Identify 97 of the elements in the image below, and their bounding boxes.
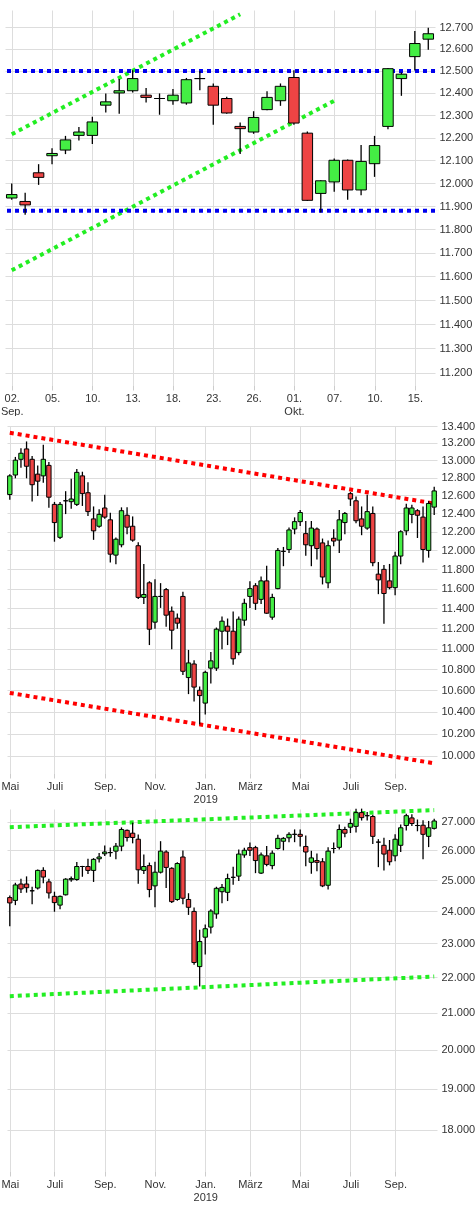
y-tick-label: 11.700 — [439, 246, 473, 259]
y-tick-label: 10.400 — [441, 705, 475, 718]
candlestick — [32, 164, 45, 185]
candlestick — [96, 853, 102, 863]
candlestick — [153, 93, 166, 115]
y-tick-label: 10.000 — [441, 749, 475, 762]
x-tick-label: 26. — [246, 391, 262, 404]
y-tick-label: 20.000 — [441, 1043, 475, 1056]
candlestick — [180, 77, 193, 105]
x-tick-label: März — [238, 1177, 263, 1190]
candlestick — [422, 27, 435, 50]
y-tick-label: 12.500 — [439, 64, 474, 77]
y-tick-label: 22.000 — [441, 970, 475, 983]
candlestick — [370, 814, 376, 844]
x-tick-label: 05. — [44, 391, 61, 404]
y-tick-label: 18.000 — [441, 1123, 475, 1136]
y-tick-label: 11.200 — [439, 366, 473, 379]
candlestick — [202, 924, 208, 955]
x-tick-label: Jan. 2019 — [193, 779, 218, 805]
y-tick-label: 10.200 — [441, 727, 475, 740]
y-tick-label: 12.100 — [439, 153, 474, 166]
y-tick-label: 11.400 — [439, 317, 473, 330]
y-tick-label: 11.400 — [441, 601, 475, 614]
y-tick-label: 10.800 — [441, 662, 475, 675]
x-tick-label: 02. Sep. — [0, 391, 24, 417]
candlestick — [19, 192, 31, 215]
candlestick — [113, 79, 125, 114]
y-tick-label: 11.800 — [441, 562, 475, 575]
x-tick-label: Juli — [46, 779, 64, 792]
y-tick-label: 12.000 — [441, 543, 475, 556]
y-tick-label: 12.700 — [439, 20, 474, 33]
x-tick-label: Sep. — [93, 1177, 117, 1190]
candlestick — [234, 122, 246, 155]
y-tick-label: 13.200 — [441, 436, 475, 449]
y-tick-label: 11.300 — [439, 341, 473, 354]
x-tick-label: Juli — [342, 1177, 360, 1190]
x-tick-label: Juli — [46, 1177, 64, 1190]
x-tick-label: 23. — [206, 391, 222, 404]
x-tick-label: 18. — [165, 391, 182, 404]
x-tick-label: Nov. — [144, 779, 167, 792]
x-tick-label: 10. — [367, 391, 383, 404]
y-tick-label: 25.000 — [441, 873, 475, 886]
x-tick-label: Mai — [1, 1177, 20, 1190]
x-tick-label: Mai — [291, 779, 310, 792]
x-tick-label: Nov. — [144, 1177, 167, 1190]
candlestick — [140, 87, 152, 103]
candlestick — [126, 70, 139, 93]
x-tick-label: 01. Okt. — [284, 391, 305, 417]
y-tick-label: 11.900 — [439, 199, 473, 212]
x-tick-label: 15. — [407, 391, 423, 404]
candlestick — [167, 88, 179, 105]
y-tick-label: 12.600 — [439, 42, 474, 55]
y-tick-label: 10.600 — [441, 683, 475, 696]
y-tick-label: 11.600 — [439, 269, 473, 282]
y-tick-label: 27.000 — [441, 815, 475, 828]
y-tick-label: 12.000 — [439, 176, 474, 189]
candlestick — [247, 111, 260, 134]
candlestick — [409, 30, 421, 71]
y-tick-label: 19.000 — [441, 1082, 475, 1095]
x-tick-label: 10. — [85, 391, 101, 404]
y-tick-label: 11.600 — [441, 582, 475, 595]
candlestick — [46, 148, 58, 165]
candlestick — [375, 839, 382, 868]
y-tick-label: 12.300 — [439, 108, 474, 121]
y-tick-label: 12.600 — [441, 488, 475, 501]
y-tick-label: 11.200 — [441, 621, 475, 634]
x-tick-label: Mai — [291, 1177, 310, 1190]
y-tick-label: 12.800 — [441, 471, 475, 484]
candlestick — [368, 135, 381, 177]
candlestick — [274, 83, 287, 106]
y-tick-label: 12.200 — [441, 525, 475, 538]
y-tick-label: 21.000 — [441, 1006, 475, 1019]
x-tick-label: Mai — [1, 779, 20, 792]
y-tick-label: 11.500 — [439, 293, 473, 306]
y-tick-label: 23.000 — [441, 936, 475, 949]
x-tick-label: 13. — [125, 391, 141, 404]
y-tick-label: 11.800 — [439, 222, 473, 235]
y-tick-label: 12.400 — [441, 506, 475, 519]
x-tick-label: Sep. — [384, 1177, 407, 1190]
y-tick-label: 13.400 — [441, 419, 475, 432]
x-tick-label: Jan. 2019 — [193, 1177, 218, 1203]
candlestick — [395, 72, 408, 96]
y-tick-label: 24.000 — [441, 904, 475, 917]
candlestick — [185, 893, 192, 915]
candlestick — [303, 835, 309, 867]
x-tick-label: Juli — [342, 779, 360, 792]
x-tick-label: Sep. — [384, 779, 407, 792]
candlestick — [207, 83, 220, 125]
x-tick-label: 07. — [327, 391, 343, 404]
x-tick-label: März — [238, 779, 263, 792]
y-tick-label: 13.000 — [441, 453, 475, 466]
candlestick — [46, 878, 52, 899]
y-tick-label: 12.200 — [439, 131, 474, 144]
y-tick-label: 26.000 — [441, 843, 475, 856]
x-tick-label: Sep. — [93, 779, 117, 792]
y-tick-label: 11.000 — [441, 642, 475, 655]
y-tick-label: 12.400 — [439, 86, 474, 99]
